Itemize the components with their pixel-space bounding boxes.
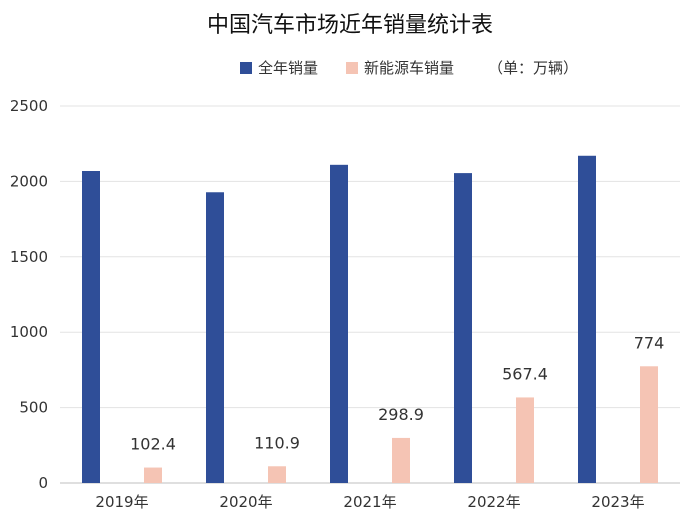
bar-total-sales xyxy=(82,170,100,483)
data-label: 567.4 xyxy=(502,364,548,383)
bars xyxy=(82,155,658,483)
legend-label-total: 全年销量 xyxy=(258,59,318,77)
y-axis-ticks: 0 500 1000 1500 2000 2500 xyxy=(10,97,48,492)
bar-nev-sales xyxy=(516,397,534,483)
gridlines xyxy=(60,105,680,484)
x-axis-ticks: 2019年 2020年 2021年 2022年 2023年 xyxy=(95,493,644,511)
bar-total-sales xyxy=(578,155,596,483)
data-label: 774 xyxy=(634,333,665,352)
bar-nev-sales xyxy=(268,466,286,483)
bar-nev-sales xyxy=(640,366,658,483)
legend: 全年销量 新能源车销量 （单：万辆） xyxy=(240,59,578,77)
x-tick-label: 2021年 xyxy=(343,493,396,511)
bar-nev-sales xyxy=(144,467,162,483)
x-tick-label: 2019年 xyxy=(95,493,148,511)
y-tick-label: 1000 xyxy=(10,323,48,341)
data-label: 298.9 xyxy=(378,405,424,424)
bar-total-sales xyxy=(330,164,348,483)
chart-title: 中国汽车市场近年销量统计表 xyxy=(207,13,493,38)
y-tick-label: 1500 xyxy=(10,248,48,266)
data-label: 110.9 xyxy=(254,433,300,452)
y-tick-label: 2500 xyxy=(10,97,48,115)
bar-total-sales xyxy=(206,192,224,483)
bar-nev-sales xyxy=(392,437,410,483)
legend-swatch-nev xyxy=(346,62,358,74)
x-tick-label: 2022年 xyxy=(467,493,520,511)
legend-label-nev: 新能源车销量 xyxy=(364,59,454,77)
data-label: 102.4 xyxy=(130,435,176,454)
x-tick-label: 2020年 xyxy=(219,493,272,511)
y-tick-label: 2000 xyxy=(10,172,48,190)
x-tick-label: 2023年 xyxy=(591,493,644,511)
data-labels: 102.4 110.9 298.9 567.4 774 xyxy=(130,333,664,453)
legend-swatch-total xyxy=(240,62,252,74)
unit-note: （单：万辆） xyxy=(488,59,578,77)
bar-total-sales xyxy=(454,173,472,483)
y-tick-label: 0 xyxy=(38,474,48,492)
y-tick-label: 500 xyxy=(19,399,48,417)
